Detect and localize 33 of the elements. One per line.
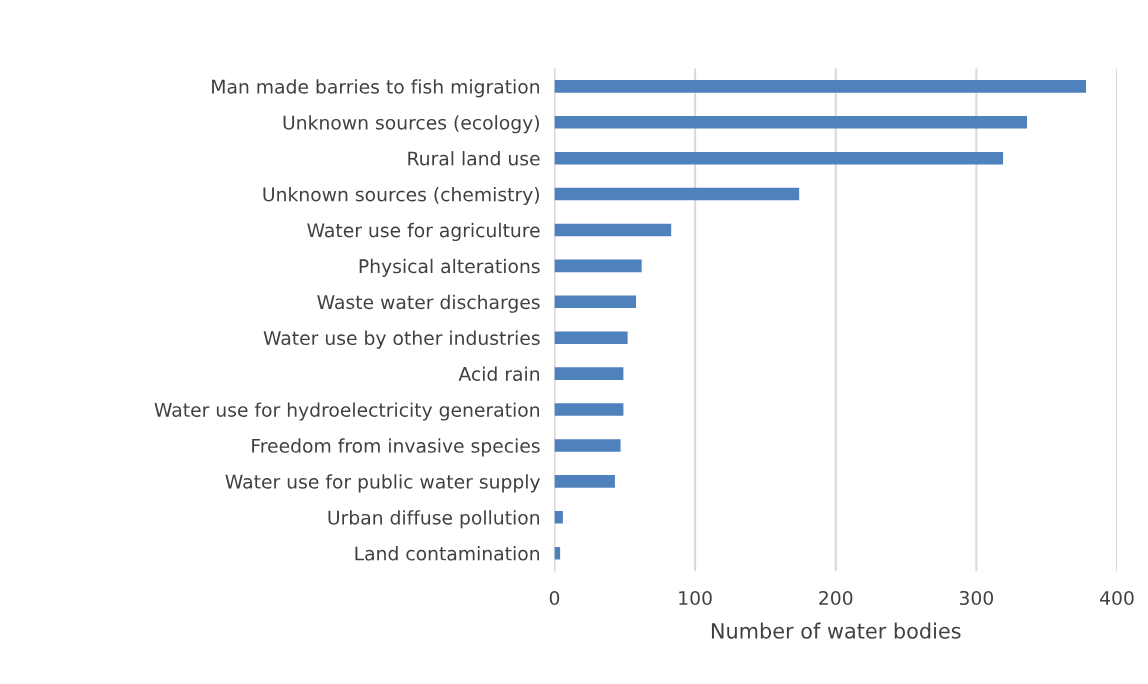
y-tick-label: Physical alterations	[359, 258, 540, 277]
bar	[554, 223, 672, 237]
y-tick-label: Water use by other industries	[263, 330, 540, 349]
bar	[554, 187, 800, 201]
bar	[554, 331, 628, 345]
y-tick-label: Land contamination	[355, 546, 540, 561]
y-tick-label: Water use for agriculture	[307, 222, 540, 242]
x-axis-title: Number of water bodies	[711, 622, 961, 639]
y-tick-label: Unknown sources (ecology)	[283, 115, 539, 134]
x-tick-label: 0	[549, 590, 560, 606]
y-tick-label: Unknown sources (chemistry)	[263, 186, 539, 206]
y-tick-label: Acid rain	[458, 366, 539, 382]
y-tick-label: Freedom from invasive species	[252, 438, 540, 457]
bar	[554, 367, 624, 380]
bar	[554, 151, 1004, 165]
y-tick-label: Water use for hydroelectricity generation	[154, 402, 539, 421]
bar	[554, 439, 621, 452]
y-tick-label: Water use for public water supply	[225, 474, 541, 493]
bar	[554, 295, 637, 309]
bar	[554, 475, 615, 488]
bar	[554, 259, 642, 273]
x-tick-label: 300	[959, 590, 994, 606]
y-tick-label: Waste water discharges	[317, 294, 540, 313]
bar	[554, 80, 1087, 93]
x-tick-label: 400	[1100, 590, 1134, 606]
x-tick-label: 200	[819, 590, 853, 606]
bar	[554, 403, 624, 416]
y-tick-label: Urban diffuse pollution	[328, 510, 540, 529]
y-tick-label: Man made barries to fish migration	[212, 79, 540, 98]
bar	[554, 115, 1027, 129]
bar	[554, 510, 563, 524]
y-tick-label: Rural land use	[408, 151, 540, 166]
x-tick-label: 100	[679, 590, 712, 606]
